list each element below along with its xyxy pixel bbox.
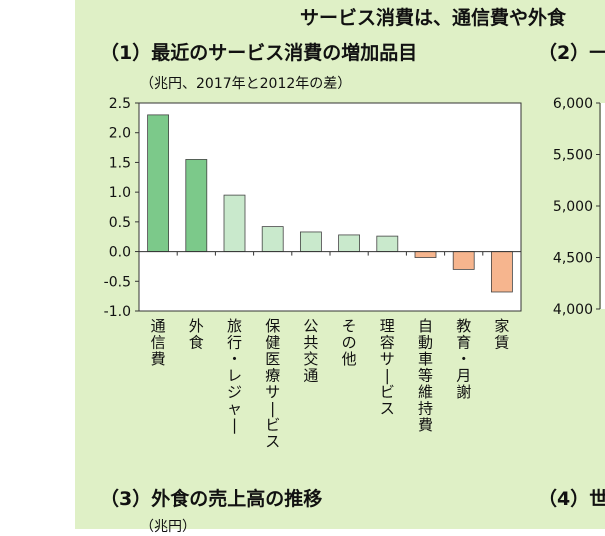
chart2-y-tick-label: 4,500 [553,251,593,267]
chart2-y-tick-label: 4,000 [553,302,593,318]
chart1-y-tick-label: -0.5 [104,274,131,290]
x-category-label: 公共交通 [303,317,318,385]
bar-7 [376,235,399,252]
chart1-y-tick-label: 2.0 [109,126,131,142]
chart1-y-tick-label: 1.5 [109,155,131,171]
bar-2 [185,159,208,252]
x-category-label: 保健医療サ|ビス [265,317,280,451]
chart1-title: （1）最近のサービス消費の増加品目 [100,42,418,64]
x-category-label: 通信費 [151,317,166,368]
x-category-label: 外食 [189,317,204,352]
bar-10 [490,251,513,293]
x-category-label: 旅行・レジャ| [227,317,242,434]
chart2-y-tick-label: 5,000 [553,199,593,215]
bar-6 [338,234,361,252]
x-category-label: 理容サ|ビス [380,317,395,418]
bar-3 [223,194,246,252]
chart2-y-tick-label: 5,500 [553,148,593,164]
chart1-y-tick-label: -1.0 [104,304,131,320]
bar-5 [299,231,322,252]
bar-9 [452,251,475,270]
chart2-plot-area [601,103,605,309]
chart3-title: （3）外食の売上高の推移 [100,488,323,510]
chart4-title: （4）世 [538,488,605,510]
figure-title: サービス消費は、通信費や外食 [300,7,567,29]
chart1-unit-label: （兆円、2017年と2012年の差） [140,76,352,92]
x-category-label: その他 [342,317,357,368]
chart2-title: （2）一 [538,42,605,64]
bar-4 [261,226,284,252]
chart1-y-tick-label: 2.5 [109,96,131,112]
chart1-y-tick-label: 1.0 [109,185,131,201]
chart2-y-tick-label: 6,000 [553,96,593,112]
bar-8 [414,251,437,258]
x-category-label: 家賃 [494,317,509,352]
chart1-y-tick-label: 0.5 [109,215,131,231]
bar-1 [147,114,170,252]
x-category-label: 自動車等維持費 [418,317,433,434]
x-category-label: 教育・月謝 [456,317,471,401]
chart1-y-tick-label: 0.0 [109,245,131,261]
